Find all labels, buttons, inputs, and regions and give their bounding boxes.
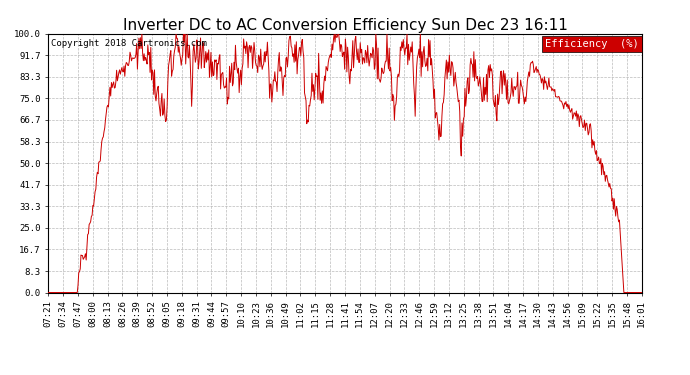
Text: Efficiency  (%): Efficiency (%) [545,39,639,49]
Title: Inverter DC to AC Conversion Efficiency Sun Dec 23 16:11: Inverter DC to AC Conversion Efficiency … [123,18,567,33]
Text: Copyright 2018 Cartronics.com: Copyright 2018 Cartronics.com [51,39,207,48]
